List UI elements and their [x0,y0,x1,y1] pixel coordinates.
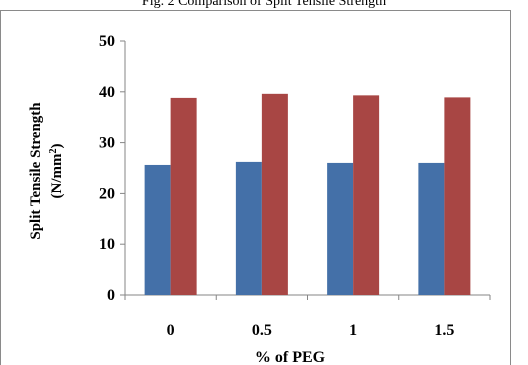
x-tick-label: 1.5 [434,322,454,339]
y-axis-unit-superscript: 2 [48,149,59,154]
chart-border [0,10,511,365]
bar-series-2-0 [170,97,197,296]
x-tick-label: 1 [349,322,357,339]
y-tick-label: 50 [99,33,115,50]
y-axis-label-line1: Split Tensile Strength [28,102,44,240]
y-tick-label: 20 [99,185,115,202]
chart-title: Fig. 2 Comparison of Split Tensile Stren… [141,0,387,9]
y-axis-unit-suffix: ) [49,144,65,149]
bar-series-1-1.5 [418,162,445,295]
x-tick-label: 0.5 [252,322,272,339]
y-tick-label: 0 [107,287,115,304]
bar-series-1-0.5 [235,161,262,295]
bar-series-2-1.5 [444,97,471,295]
bar-series-2-0.5 [261,93,288,295]
y-tick-labels: 0 10 20 30 40 50 [99,33,115,304]
bar-series-1-0 [144,164,171,295]
y-axis-label: Split Tensile Strength (N/mm2) [28,102,65,240]
x-tick-labels: 0 0.5 1 1.5 [167,322,455,339]
y-tick-label: 30 [99,135,115,152]
bar-series-2-1 [353,95,380,295]
x-tick-label: 0 [167,322,175,339]
y-axis-label-line2: (N/mm2) [48,144,65,199]
bar-series-1-1 [327,162,354,295]
y-tick-label: 40 [99,84,115,101]
bars [144,93,471,296]
x-axis-label: % of PEG [255,349,326,365]
y-tick-label: 10 [99,236,115,253]
y-axis-unit-prefix: (N/mm [49,153,65,198]
